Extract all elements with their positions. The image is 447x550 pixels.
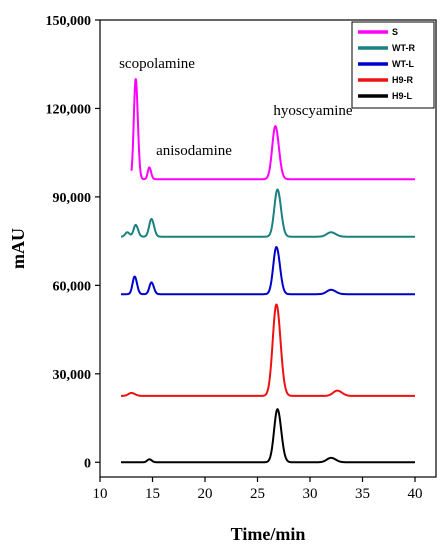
- y-tick-label: 60,000: [53, 279, 92, 294]
- x-axis: 10 15 20 25 30 35 40: [93, 477, 423, 502]
- plot-area: [120, 78, 416, 464]
- y-tick-label: 150,000: [46, 14, 92, 29]
- x-tick-label: 35: [355, 486, 370, 502]
- y-tick-label: 120,000: [46, 102, 92, 117]
- peak-annotation: scopolamine: [119, 56, 195, 72]
- legend-label: S: [392, 27, 398, 37]
- x-tick-label: 10: [93, 486, 108, 502]
- peak-annotation: hyoscyamine: [273, 103, 352, 119]
- x-tick-label: 40: [408, 486, 423, 502]
- peak-annotation: anisodamine: [156, 143, 232, 159]
- legend-label: WT-R: [392, 43, 415, 53]
- series-line-wt-r: [120, 188, 416, 238]
- y-tick-label: 90,000: [53, 191, 92, 206]
- x-tick-label: 25: [250, 486, 265, 502]
- series-line-h9-l: [120, 408, 416, 464]
- series-line-s: [130, 78, 416, 181]
- y-axis-title: mAU: [8, 228, 28, 269]
- legend-label: H9-L: [392, 91, 413, 101]
- peak-annotations: scopolamine anisodamine hyoscyamine: [119, 56, 353, 159]
- y-axis: 0 30,000 60,000 90,000 120,000 150,000: [46, 14, 100, 471]
- y-tick-label: 30,000: [53, 368, 92, 383]
- series-line-h9-r: [120, 303, 416, 397]
- x-tick-label: 30: [303, 486, 318, 502]
- y-tick-label: 0: [84, 456, 91, 471]
- legend-label: WT-L: [392, 59, 414, 69]
- plot-frame: [99, 19, 437, 478]
- x-tick-label: 20: [198, 486, 213, 502]
- x-axis-title: Time/min: [231, 524, 306, 544]
- legend-label: H9-R: [392, 75, 414, 85]
- x-tick-label: 15: [145, 486, 160, 502]
- series-line-wt-l: [120, 246, 416, 296]
- legend: S WT-R WT-L H9-R H9-L: [351, 21, 435, 109]
